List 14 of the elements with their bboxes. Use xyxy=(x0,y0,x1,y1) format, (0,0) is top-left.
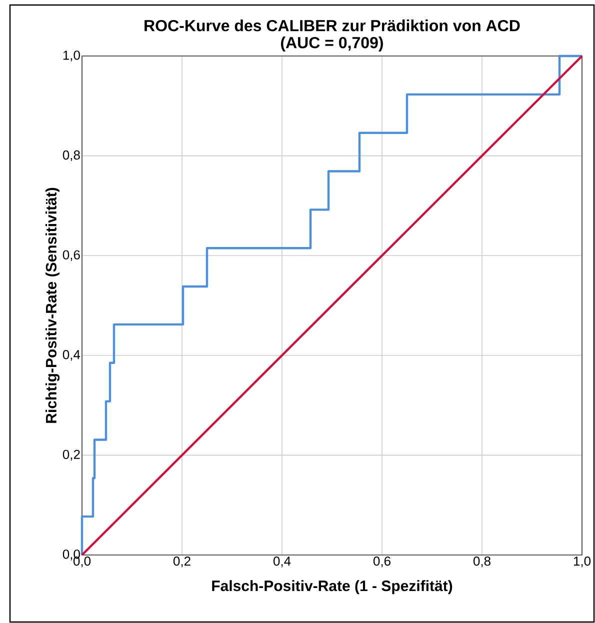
chart-subtitle: (AUC = 0,709) xyxy=(281,36,383,52)
y-tick-label: 0,8 xyxy=(62,150,80,162)
x-tick-label: 0,8 xyxy=(473,556,490,568)
x-axis-title: Falsch-Positiv-Rate (1 - Spezifität) xyxy=(212,580,452,594)
y-tick-label: 0,4 xyxy=(62,350,80,361)
x-tick-label: 1,0 xyxy=(574,556,591,568)
chart-title: ROC-Kurve des CALIBER zur Prädiktion von ACD xyxy=(144,20,520,32)
y-axis-title: Richtig-Positiv-Rate (Sensitivität) xyxy=(45,188,60,423)
x-tick-label: 0,6 xyxy=(373,556,390,568)
y-tick-label: 0,2 xyxy=(62,450,80,461)
y-tick-label: 0,6 xyxy=(62,250,80,261)
y-tick-label: 1,0 xyxy=(63,50,80,62)
x-tick-label: 0,2 xyxy=(173,556,190,568)
x-tick-label: 0,4 xyxy=(273,556,291,568)
